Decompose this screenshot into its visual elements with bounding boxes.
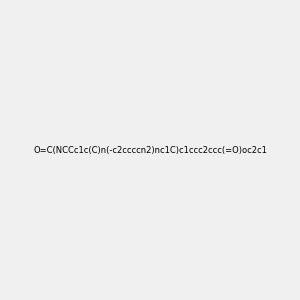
- Text: O=C(NCCc1c(C)n(-c2ccccn2)nc1C)c1ccc2ccc(=O)oc2c1: O=C(NCCc1c(C)n(-c2ccccn2)nc1C)c1ccc2ccc(…: [33, 146, 267, 154]
